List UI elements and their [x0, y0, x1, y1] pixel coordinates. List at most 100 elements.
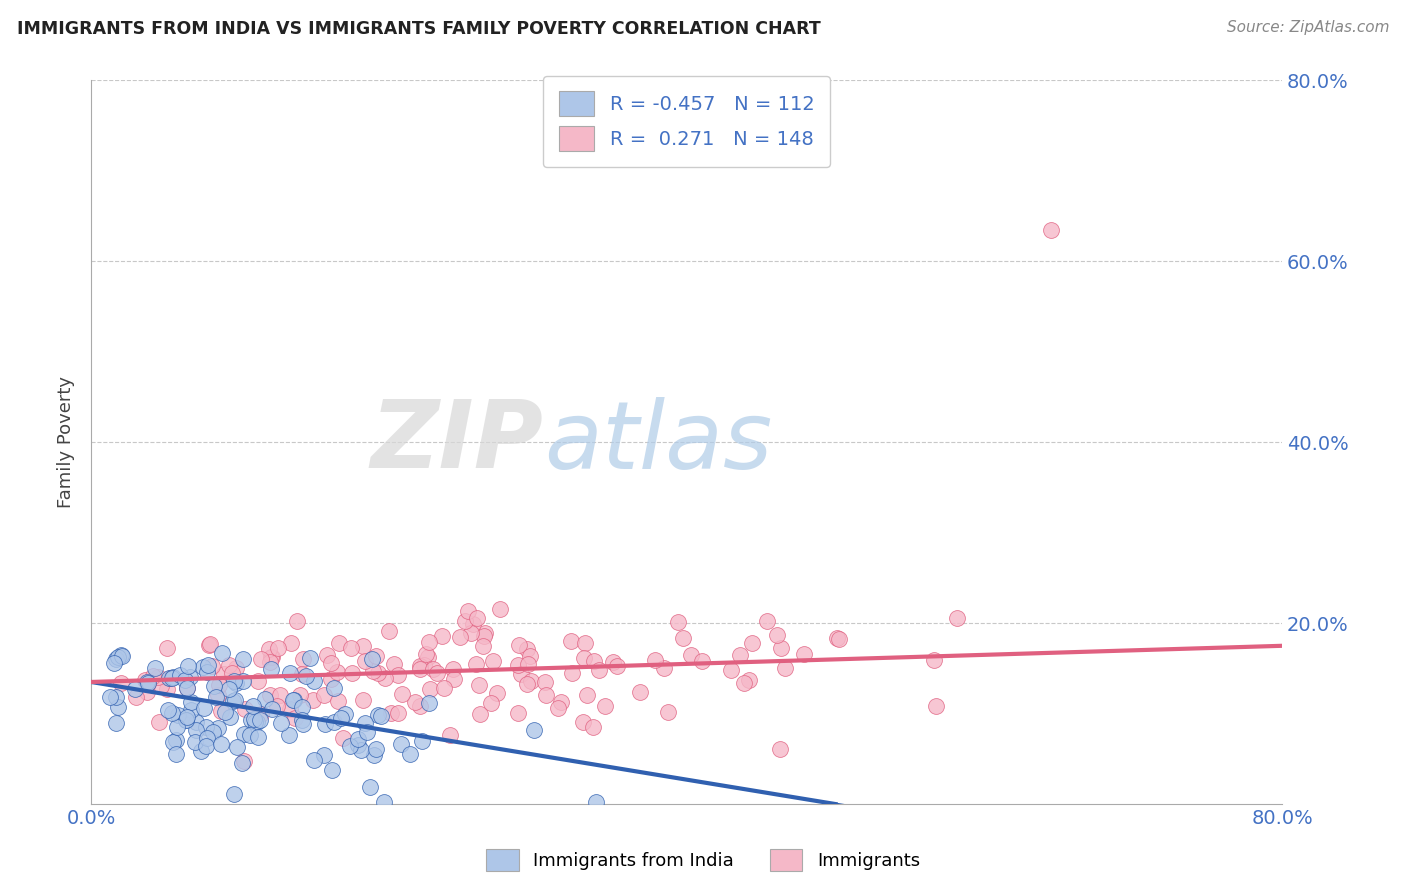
- Point: [302, 693, 325, 707]
- Point: [356, 725, 378, 739]
- Point: [378, 624, 401, 639]
- Point: [246, 715, 269, 730]
- Point: [218, 682, 240, 697]
- Point: [588, 663, 610, 677]
- Point: [295, 669, 318, 683]
- Point: [214, 705, 236, 719]
- Point: [250, 706, 273, 721]
- Point: [176, 681, 198, 695]
- Point: [249, 713, 271, 727]
- Point: [312, 748, 335, 763]
- Point: [107, 700, 129, 714]
- Point: [363, 747, 385, 762]
- Point: [644, 653, 666, 667]
- Point: [110, 648, 132, 663]
- Point: [361, 652, 384, 666]
- Point: [259, 655, 281, 669]
- Point: [628, 685, 651, 699]
- Point: [335, 706, 357, 721]
- Point: [207, 688, 229, 702]
- Point: [226, 739, 249, 754]
- Point: [690, 655, 713, 669]
- Point: [136, 676, 159, 690]
- Point: [561, 666, 583, 681]
- Point: [367, 708, 389, 723]
- Point: [221, 665, 243, 680]
- Point: [755, 615, 778, 629]
- Point: [259, 641, 281, 656]
- Point: [461, 617, 484, 632]
- Point: [924, 653, 946, 667]
- Point: [339, 739, 361, 753]
- Point: [366, 649, 388, 664]
- Point: [924, 699, 946, 714]
- Point: [354, 716, 377, 731]
- Point: [125, 690, 148, 704]
- Point: [666, 615, 689, 629]
- Point: [413, 657, 436, 672]
- Point: [516, 642, 538, 657]
- Point: [156, 681, 179, 696]
- Point: [465, 611, 488, 625]
- Point: [232, 673, 254, 688]
- Point: [142, 669, 165, 683]
- Point: [149, 679, 172, 693]
- Point: [194, 720, 217, 734]
- Point: [330, 711, 353, 725]
- Point: [186, 714, 208, 729]
- Point: [520, 673, 543, 688]
- Point: [652, 661, 675, 675]
- Point: [233, 726, 256, 740]
- Point: [352, 693, 374, 707]
- Point: [162, 735, 184, 749]
- Point: [474, 626, 496, 640]
- Point: [162, 670, 184, 684]
- Point: [208, 678, 231, 692]
- Point: [233, 702, 256, 716]
- Point: [110, 675, 132, 690]
- Point: [321, 763, 343, 777]
- Point: [198, 639, 221, 653]
- Point: [506, 706, 529, 720]
- Point: [433, 681, 456, 695]
- Point: [479, 696, 502, 710]
- Point: [225, 661, 247, 675]
- Point: [411, 733, 433, 747]
- Point: [143, 660, 166, 674]
- Y-axis label: Family Poverty: Family Poverty: [58, 376, 75, 508]
- Point: [176, 710, 198, 724]
- Point: [160, 706, 183, 721]
- Point: [201, 659, 224, 673]
- Point: [284, 711, 307, 725]
- Point: [225, 675, 247, 690]
- Point: [165, 732, 187, 747]
- Point: [571, 714, 593, 729]
- Point: [602, 655, 624, 669]
- Point: [105, 716, 128, 731]
- Point: [359, 780, 381, 794]
- Point: [347, 732, 370, 747]
- Point: [380, 706, 402, 720]
- Point: [197, 658, 219, 673]
- Point: [278, 701, 301, 715]
- Point: [399, 747, 422, 761]
- Point: [174, 714, 197, 728]
- Point: [391, 687, 413, 701]
- Point: [516, 676, 538, 690]
- Point: [232, 754, 254, 768]
- Point: [211, 646, 233, 660]
- Point: [449, 630, 471, 644]
- Point: [135, 674, 157, 689]
- Point: [793, 647, 815, 661]
- Point: [389, 737, 412, 751]
- Point: [169, 668, 191, 682]
- Point: [262, 650, 284, 665]
- Point: [224, 692, 246, 706]
- Point: [209, 737, 232, 751]
- Point: [202, 679, 225, 693]
- Point: [205, 690, 228, 704]
- Point: [585, 795, 607, 809]
- Point: [323, 715, 346, 730]
- Point: [367, 665, 389, 680]
- Point: [672, 632, 695, 646]
